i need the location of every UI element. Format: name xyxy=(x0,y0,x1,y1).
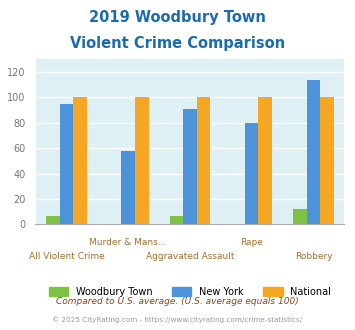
Bar xyxy=(183,109,197,224)
Bar xyxy=(293,209,307,224)
Text: 2019 Woodbury Town: 2019 Woodbury Town xyxy=(89,10,266,25)
Text: Robbery: Robbery xyxy=(295,252,332,261)
Text: Aggravated Assault: Aggravated Assault xyxy=(146,252,234,261)
Bar xyxy=(197,97,210,224)
Bar xyxy=(245,123,258,224)
Text: Rape: Rape xyxy=(240,238,263,248)
Bar xyxy=(307,80,320,224)
Bar xyxy=(258,97,272,224)
Bar xyxy=(46,215,60,224)
Text: © 2025 CityRating.com - https://www.cityrating.com/crime-statistics/: © 2025 CityRating.com - https://www.city… xyxy=(53,317,302,323)
Text: Murder & Mans...: Murder & Mans... xyxy=(89,238,167,248)
Text: Compared to U.S. average. (U.S. average equals 100): Compared to U.S. average. (U.S. average … xyxy=(56,297,299,306)
Text: Violent Crime Comparison: Violent Crime Comparison xyxy=(70,36,285,51)
Bar xyxy=(135,97,148,224)
Text: All Violent Crime: All Violent Crime xyxy=(28,252,104,261)
Legend: Woodbury Town, New York, National: Woodbury Town, New York, National xyxy=(44,282,336,302)
Bar xyxy=(320,97,334,224)
Bar xyxy=(121,151,135,224)
Bar xyxy=(60,104,73,224)
Bar xyxy=(170,215,183,224)
Bar xyxy=(73,97,87,224)
